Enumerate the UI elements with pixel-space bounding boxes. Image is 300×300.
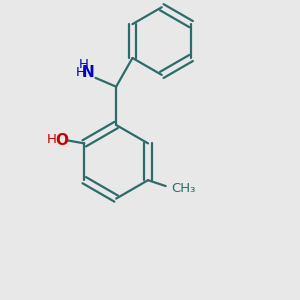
Text: H: H xyxy=(79,58,89,71)
Text: O: O xyxy=(56,133,69,148)
Text: H: H xyxy=(47,133,57,146)
Text: N: N xyxy=(82,65,94,80)
Text: CH₃: CH₃ xyxy=(172,182,196,195)
Text: H: H xyxy=(76,66,86,79)
